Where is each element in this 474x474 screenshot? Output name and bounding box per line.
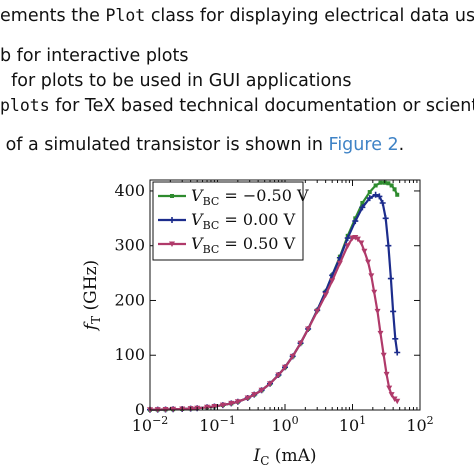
data-point (352, 235, 359, 241)
data-point (314, 308, 321, 315)
x-tick-label: 101 (339, 414, 366, 435)
text-line-1-post: class for displaying electrical data usi… (145, 6, 474, 26)
bullet-line-3: for plots to be used in GUI applications (0, 70, 351, 92)
series-2 (147, 235, 401, 413)
data-point (376, 193, 383, 200)
data-point (228, 400, 235, 407)
data-point (386, 181, 391, 186)
bullet-line-4: plots for TeX based technical documentat… (0, 95, 474, 117)
data-point (395, 192, 400, 197)
data-point (385, 242, 392, 249)
y-tick-label: 300 (114, 236, 145, 255)
data-point (394, 398, 401, 405)
data-point (344, 235, 351, 242)
data-point (258, 387, 265, 394)
bullet-line-2-text: b for interactive plots (0, 46, 189, 66)
data-point (275, 372, 282, 378)
data-point (367, 190, 372, 195)
data-point (380, 352, 387, 359)
code-plot: Plot (105, 6, 146, 25)
series-layer (147, 180, 401, 413)
y-tick-label: 0 (135, 400, 145, 419)
data-point (282, 364, 288, 371)
x-axis-label: IC (mA) (253, 446, 317, 468)
data-point (251, 392, 258, 398)
bullet-line-3-text: for plots to be used in GUI applications (0, 71, 352, 91)
y-tick-label: 100 (114, 345, 145, 364)
data-point (388, 392, 395, 398)
x-tick-label: 102 (406, 414, 433, 435)
legend-entry: VBC = −0.50 V (191, 186, 309, 208)
y-tick-label: 200 (114, 290, 145, 309)
text-line-5: of a simulated transistor is shown in Fi… (0, 134, 405, 156)
data-point (352, 218, 359, 225)
text-line-5-pre: of a simulated transistor is shown in (0, 135, 329, 155)
data-point (305, 326, 312, 332)
data-point (322, 292, 329, 298)
data-point (379, 200, 386, 206)
x-tick-label: 100 (271, 414, 298, 435)
data-point (387, 275, 394, 282)
x-tick-label: 10−1 (199, 414, 236, 435)
data-point (244, 395, 251, 401)
data-point (382, 215, 389, 222)
y-axis-label: fT (GHz) (81, 260, 103, 332)
data-point (344, 243, 351, 249)
data-point (219, 402, 226, 409)
data-point (211, 403, 218, 410)
data-point (371, 289, 378, 296)
data-point (289, 353, 296, 360)
figure-2-link[interactable]: Figure 2 (328, 135, 399, 155)
x-tick-label: 10−2 (132, 414, 169, 435)
data-point (336, 260, 343, 267)
data-point (366, 195, 373, 202)
data-point (390, 308, 397, 315)
code-plots: plots (0, 96, 50, 115)
data-point (365, 259, 372, 266)
data-point (374, 308, 381, 315)
y-tick-label: 400 (114, 181, 145, 200)
data-point (377, 330, 384, 337)
data-point (392, 335, 399, 342)
data-point (383, 371, 390, 378)
data-point (360, 201, 365, 205)
text-line-5-post: . (398, 135, 405, 155)
data-point (329, 278, 336, 284)
figure-2-chart: 0 100 200 300 400 10−2 10−1 100 101 102 IC (mA) f… (81, 179, 434, 468)
series-line (149, 236, 398, 411)
bullet-line-4-post: for TeX based technical documentation or… (49, 96, 474, 116)
data-point (386, 385, 393, 392)
data-point (354, 236, 361, 243)
text-line-1-pre: ements the (0, 6, 106, 26)
data-point (378, 180, 383, 185)
data-point (267, 381, 274, 387)
data-point (373, 183, 378, 188)
data-point (392, 187, 397, 192)
data-point (394, 349, 401, 356)
data-point (372, 191, 379, 198)
legend-marker (169, 241, 175, 247)
text-line-1: ements the Plot class for displaying ele… (0, 5, 474, 27)
bullet-line-2: b for interactive plots (0, 45, 188, 67)
legend-marker (170, 194, 174, 198)
data-point (359, 204, 366, 211)
data-point (358, 240, 365, 246)
legend-entry: VBC = 0.00 V (191, 210, 296, 232)
legend-marker (169, 217, 175, 223)
legend-entry: VBC = 0.50 V (191, 234, 296, 256)
data-point (368, 273, 375, 279)
ticks-layer: 0 100 200 300 400 10−2 10−1 100 101 102 (114, 180, 434, 435)
data-point (297, 340, 304, 347)
data-point (389, 183, 394, 188)
data-point (361, 248, 368, 255)
data-point (234, 399, 241, 405)
